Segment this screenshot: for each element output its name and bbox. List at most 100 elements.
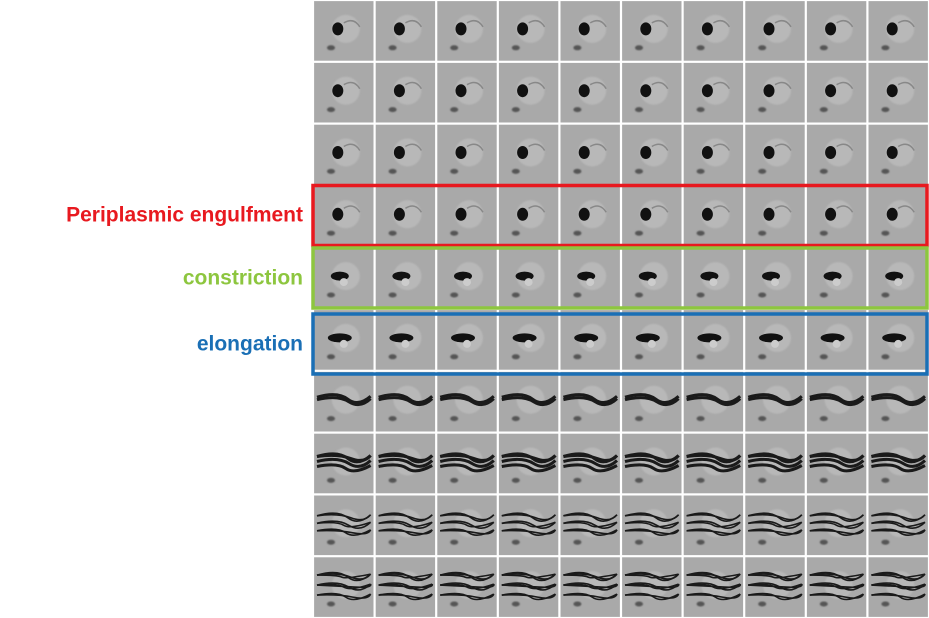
tile (806, 248, 867, 309)
tile (314, 186, 375, 247)
debris (512, 478, 520, 483)
debris (635, 478, 643, 483)
tile (375, 124, 436, 185)
spot (586, 340, 594, 348)
tile (314, 557, 375, 618)
tile (745, 495, 806, 556)
spot (586, 278, 594, 286)
cell (394, 84, 405, 97)
debris (573, 478, 581, 483)
tile (745, 248, 806, 309)
tile (314, 310, 375, 371)
debris (697, 354, 705, 359)
spot (401, 340, 409, 348)
debris (512, 354, 520, 359)
debris (327, 231, 335, 236)
debris (697, 478, 705, 483)
label-constriction: constriction (183, 267, 303, 290)
spot (833, 278, 841, 286)
debris (327, 293, 335, 298)
tile (498, 310, 559, 371)
debris (881, 169, 889, 174)
spot (894, 340, 902, 348)
tile (375, 310, 436, 371)
debris (635, 540, 643, 545)
debris (758, 602, 766, 607)
debris (327, 169, 335, 174)
debris (881, 231, 889, 236)
debris (635, 169, 643, 174)
tile (745, 310, 806, 371)
tile (683, 186, 744, 247)
debris (389, 45, 397, 50)
tile (622, 557, 683, 618)
cell (640, 22, 651, 35)
spot (833, 340, 841, 348)
tile (560, 433, 621, 494)
cell (887, 146, 898, 159)
tile (498, 62, 559, 123)
tile (683, 248, 744, 309)
cell (764, 84, 775, 97)
debris (327, 540, 335, 545)
tile (375, 1, 436, 62)
spot (648, 278, 656, 286)
tile (868, 62, 929, 123)
tile (868, 1, 929, 62)
debris (820, 354, 828, 359)
cell (640, 146, 651, 159)
tile (375, 557, 436, 618)
cell (702, 22, 713, 35)
cell (394, 146, 405, 159)
cell (456, 84, 467, 97)
debris (573, 540, 581, 545)
cell (579, 84, 590, 97)
debris (450, 478, 458, 483)
debris (820, 416, 828, 421)
debris (389, 416, 397, 421)
cell (517, 84, 528, 97)
debris (389, 107, 397, 112)
label-engulfment: Periplasmic engulfment (66, 204, 303, 227)
tile (806, 124, 867, 185)
tile (683, 62, 744, 123)
tile (683, 310, 744, 371)
tile (683, 433, 744, 494)
cell (825, 84, 836, 97)
debris (758, 293, 766, 298)
debris (820, 107, 828, 112)
debris (389, 602, 397, 607)
cell (640, 208, 651, 221)
tile (314, 371, 375, 432)
debris (758, 478, 766, 483)
tile (622, 124, 683, 185)
debris (820, 169, 828, 174)
label-elongation: elongation (197, 333, 303, 356)
tile (868, 186, 929, 247)
spot (771, 278, 779, 286)
debris (450, 45, 458, 50)
tile (683, 371, 744, 432)
tile (868, 124, 929, 185)
tile (498, 557, 559, 618)
tile (622, 495, 683, 556)
tile (560, 248, 621, 309)
cell (517, 22, 528, 35)
cell (456, 22, 467, 35)
debris (512, 293, 520, 298)
spot (709, 278, 717, 286)
debris (573, 169, 581, 174)
debris (881, 416, 889, 421)
tile (745, 1, 806, 62)
debris (389, 478, 397, 483)
debris (697, 602, 705, 607)
debris (758, 416, 766, 421)
tile (437, 1, 498, 62)
debris (635, 293, 643, 298)
cell (328, 333, 352, 342)
tile (437, 186, 498, 247)
tile (683, 124, 744, 185)
tile (806, 371, 867, 432)
debris (327, 354, 335, 359)
tile (437, 495, 498, 556)
